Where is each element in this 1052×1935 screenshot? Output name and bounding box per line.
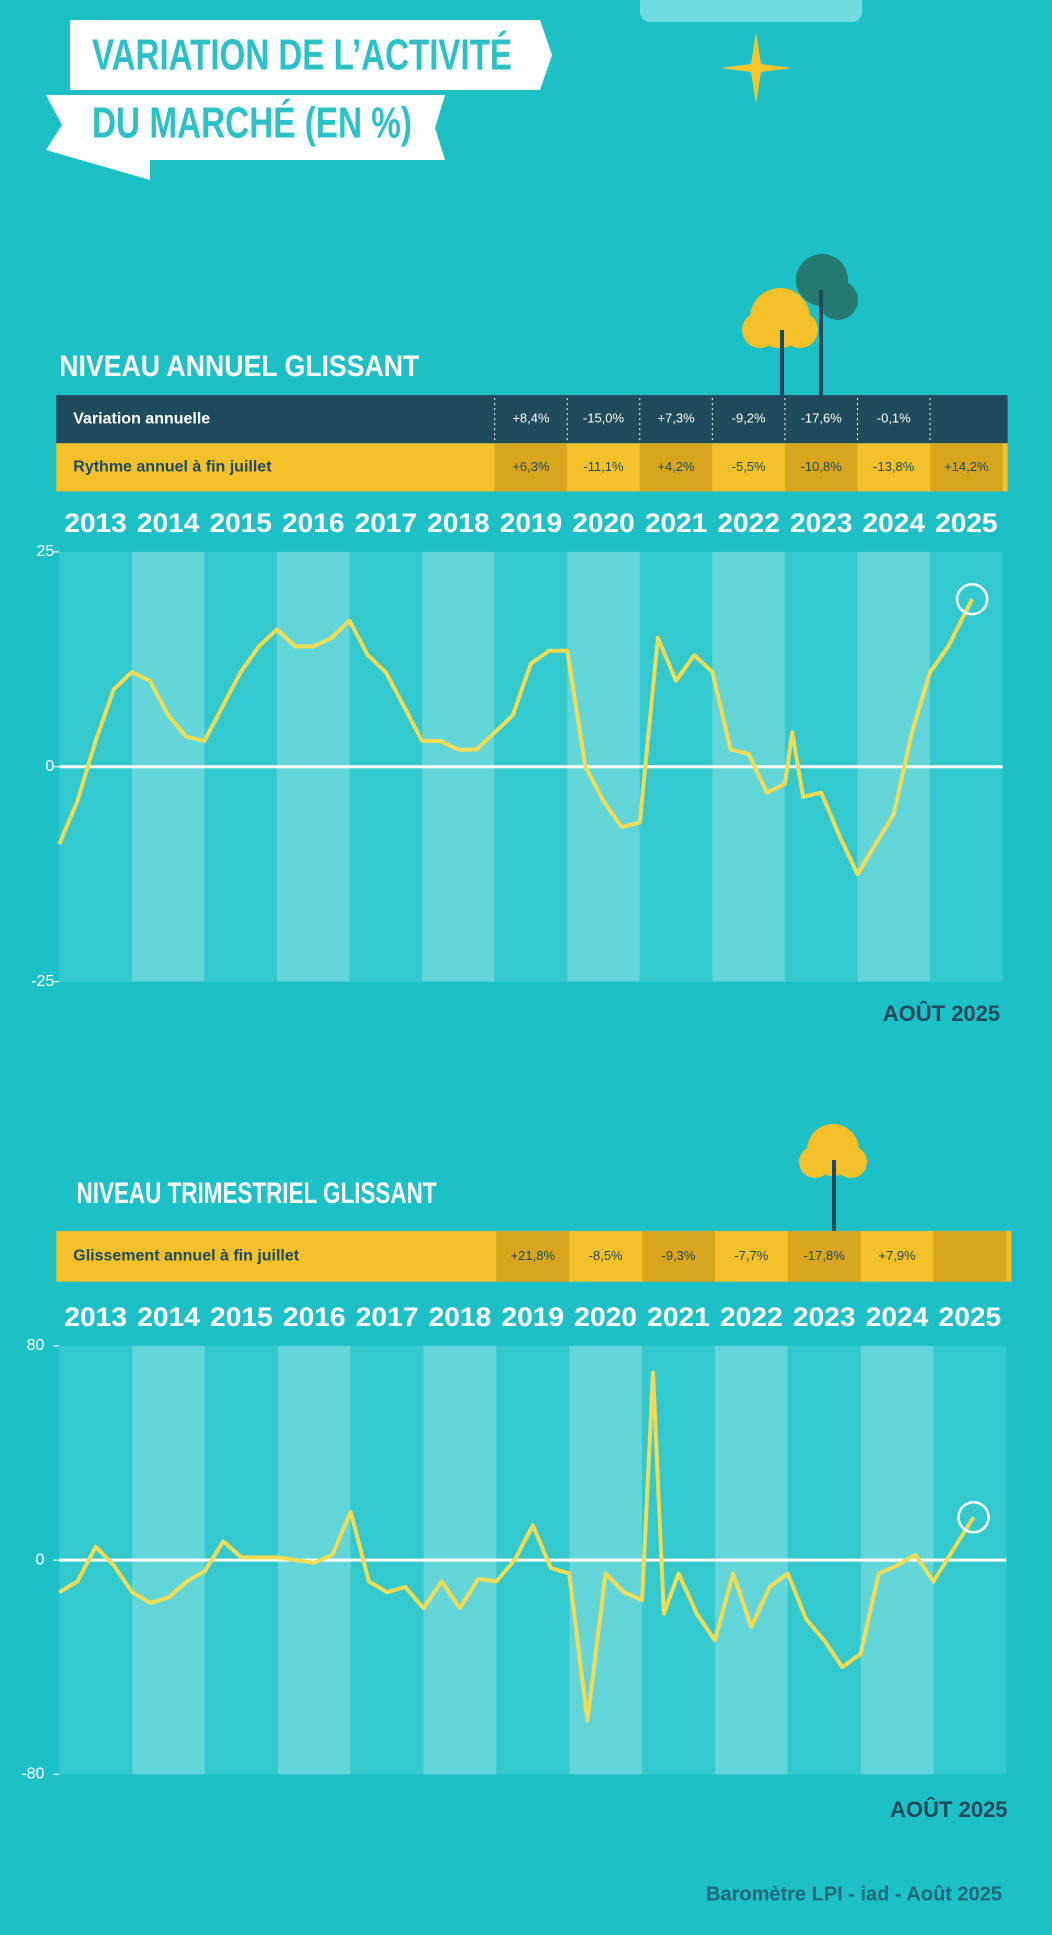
table-cell <box>642 1231 715 1282</box>
table-cell-value: +4,2% <box>657 459 695 474</box>
table-cell-value: +8,4% <box>512 411 550 426</box>
end-marker <box>955 582 989 616</box>
table-cell-value: -17,8% <box>804 1248 846 1263</box>
x-tick-label: 2015 <box>210 1302 273 1332</box>
x-tick-label: 2014 <box>137 1302 200 1332</box>
trees <box>742 254 867 1232</box>
table-cell <box>933 1231 1007 1282</box>
table-cell-value: -15,0% <box>583 411 625 426</box>
x-tick-label: 2015 <box>209 508 271 538</box>
x-tick-label: 2020 <box>574 1302 637 1332</box>
x-tick-label: 2023 <box>790 508 852 538</box>
source: Baromètre LPI - iad - Août 2025 <box>706 1883 1002 1905</box>
x-tick-label: 2013 <box>64 508 126 538</box>
x-tick-label: 2022 <box>717 508 779 538</box>
table-cell <box>494 443 568 492</box>
x-tick-label: 2013 <box>64 1302 127 1332</box>
table-cell-value: -11,1% <box>583 459 624 474</box>
table-cell-value: -9,2% <box>732 411 766 426</box>
title-ribbon <box>46 95 445 180</box>
chart-title: NIVEAU ANNUEL GLISSANT <box>59 350 419 383</box>
y-tick-label: -25 <box>31 973 54 990</box>
table-row-label: Rythme annuel à fin juillet <box>73 459 272 476</box>
y-tick-label: 80 <box>27 1337 45 1354</box>
table-cell-value: -5,5% <box>732 459 766 474</box>
table-cell <box>930 443 1003 492</box>
table-cell <box>784 443 858 492</box>
table-cell-value: -13,8% <box>873 459 915 474</box>
x-tick-label: 2020 <box>572 508 634 538</box>
x-tick-label: 2021 <box>645 508 707 538</box>
x-tick-label: 2017 <box>356 1302 419 1332</box>
table-cell-value: -10,8% <box>801 459 843 474</box>
table-row-label: Variation annuelle <box>73 410 210 427</box>
x-tick-label: 2016 <box>282 508 344 538</box>
page-title: DU MARCHÉ (EN %) <box>92 98 412 148</box>
table-cell-value: +21,8% <box>511 1248 556 1263</box>
table-cell-value: +7,9% <box>878 1248 916 1263</box>
table-cell-value: +6,3% <box>512 459 550 474</box>
x-tick-label: 2014 <box>137 508 199 538</box>
table-cell <box>639 443 713 492</box>
x-tick-label: 2023 <box>793 1302 856 1332</box>
data-line <box>58 1370 976 1723</box>
table-cell-value: +14,2% <box>944 459 989 474</box>
table-cell-value: -7,7% <box>734 1248 768 1263</box>
chart-title: NIVEAU TRIMESTRIEL GLISSANT <box>77 1177 437 1210</box>
table-cell-value: -9,3% <box>662 1248 696 1263</box>
x-tick-label: 2025 <box>939 1302 1002 1332</box>
table-cell-value: -8,5% <box>589 1248 623 1263</box>
table-row-label: Glissement annuel à fin juillet <box>73 1248 300 1265</box>
x-tick-label: 2025 <box>935 508 997 538</box>
x-tick-label: 2024 <box>863 508 925 538</box>
x-tick-label: 2021 <box>647 1302 710 1332</box>
y-tick-label: 0 <box>45 758 54 775</box>
x-tick-label: 2018 <box>429 1302 492 1332</box>
y-tick-label: 0 <box>36 1551 45 1568</box>
table-cell <box>496 1231 570 1282</box>
x-tick-label: 2017 <box>355 508 417 538</box>
x-tick-label: 2016 <box>283 1302 346 1332</box>
star <box>720 32 792 104</box>
table-cell-value: +7,3% <box>657 411 695 426</box>
data-line <box>57 598 974 877</box>
y-tick-label: 25 <box>37 543 55 560</box>
top-tab <box>640 0 862 22</box>
annotation: AOÛT 2025 <box>883 1001 1000 1026</box>
page-title: VARIATION DE L’ACTIVITÉ <box>92 30 512 80</box>
annotation: AOÛT 2025 <box>890 1797 1007 1822</box>
y-tick-label: -80 <box>21 1766 44 1783</box>
x-tick-label: 2018 <box>427 508 489 538</box>
x-tick-label: 2019 <box>500 508 562 538</box>
end-marker <box>957 1501 990 1534</box>
x-tick-label: 2022 <box>720 1302 783 1332</box>
table-cell <box>787 1231 861 1282</box>
table-cell-value: -0,1% <box>877 411 911 426</box>
table-cell-value: -17,6% <box>801 411 843 426</box>
x-tick-label: 2019 <box>501 1302 564 1332</box>
title-ribbon <box>70 20 552 90</box>
table-row <box>56 395 1008 444</box>
x-tick-label: 2024 <box>866 1302 929 1332</box>
